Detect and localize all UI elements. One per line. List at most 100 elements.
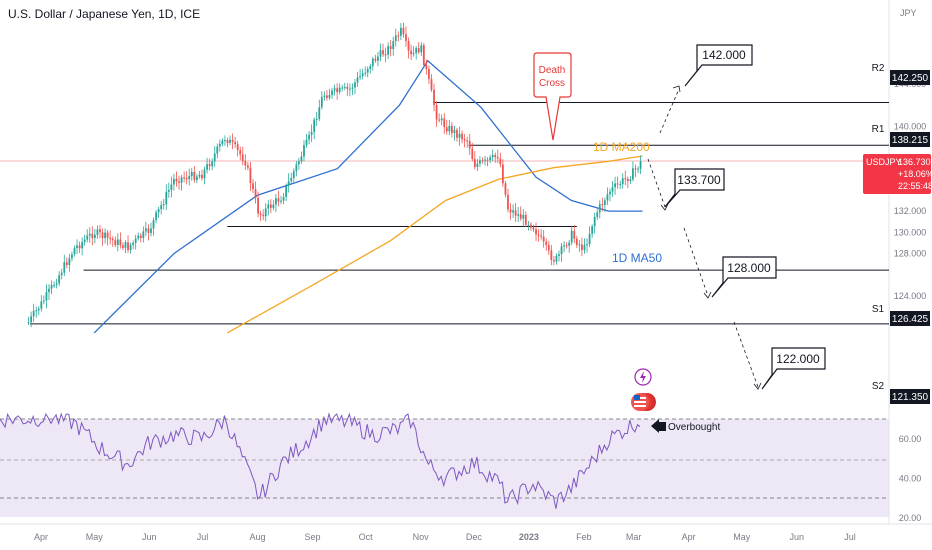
candle-body (514, 210, 517, 216)
candle-body (144, 228, 147, 232)
death-cross-line1: Death (539, 65, 566, 76)
candle-body (496, 157, 499, 159)
candle-body (489, 157, 492, 161)
candle-body (221, 140, 224, 144)
death-cross-callout: Death Cross (533, 52, 572, 141)
candle-body (195, 176, 198, 180)
candle-body (593, 216, 596, 227)
candle-body (471, 148, 474, 160)
candle-body (231, 139, 234, 143)
candle-body (188, 175, 191, 180)
candle-body (583, 244, 586, 251)
candle-body (137, 235, 140, 239)
candle-body (129, 244, 132, 250)
candle-body (463, 139, 466, 141)
candle-body (479, 160, 481, 164)
candle-body (341, 87, 344, 89)
candle-body (328, 94, 331, 98)
death-cross-bubble (533, 52, 572, 141)
candle-body (30, 316, 33, 323)
candle-body (420, 45, 423, 53)
overbought-marker: Overbought (651, 419, 720, 433)
level-tag-r1: 138.215 (890, 132, 930, 147)
ma50-line[interactable] (93, 59, 643, 334)
ma200-line[interactable] (226, 155, 643, 334)
rsi-band-fill (0, 419, 889, 517)
candle-body (275, 198, 277, 205)
level-value-s1: 126.425 (892, 314, 929, 325)
us-flag-event-icon[interactable] (631, 393, 656, 411)
candle-body (407, 40, 410, 51)
rsi-line-path[interactable] (0, 412, 641, 509)
candle-body (300, 156, 303, 162)
candle-body (435, 105, 438, 120)
candle-body (456, 129, 458, 138)
candle-body (313, 119, 316, 133)
candle-body (570, 230, 573, 243)
candle-body (374, 58, 377, 61)
candle-body (190, 171, 193, 176)
candle-body (351, 87, 354, 89)
candle-body (152, 220, 155, 229)
candle-body (530, 224, 532, 228)
candle-body (170, 184, 173, 191)
candle-body (280, 200, 282, 202)
candle-body (326, 95, 328, 98)
candle-body (609, 191, 611, 195)
candle-body (40, 301, 43, 309)
candle-body (78, 245, 81, 249)
candle-body (76, 245, 78, 249)
badge-symbol: USDJPY (866, 157, 902, 167)
candle-body (142, 231, 145, 238)
candle-body (50, 285, 53, 289)
candle-body (415, 48, 418, 54)
candle-body (384, 54, 387, 56)
candle-body (42, 300, 45, 302)
candle-body (481, 160, 484, 162)
candle-body (591, 226, 594, 234)
candle-body (428, 69, 430, 80)
earnings-lightning-icon[interactable] (634, 368, 652, 386)
candle-body (364, 72, 367, 74)
candle-body (175, 178, 178, 182)
candle-body (626, 178, 629, 182)
candle-body (537, 234, 540, 236)
candle-body (111, 238, 114, 241)
candle-body (178, 181, 180, 183)
candle-body (287, 181, 290, 186)
x-tick-label: Apr (34, 532, 48, 542)
candle-body (73, 248, 76, 255)
target-1337-callout: 133.700 (664, 168, 725, 208)
candle-body (540, 235, 543, 237)
candle-body (507, 194, 509, 210)
candle-body (81, 242, 84, 249)
x-tick-label: Oct (359, 532, 374, 542)
candle-body (308, 134, 310, 140)
candle-body (239, 150, 242, 155)
candle-body (183, 177, 186, 179)
candle-body (527, 224, 530, 226)
candle-body (310, 132, 313, 135)
candle-body (45, 292, 48, 301)
candle-body (206, 164, 208, 170)
x-tick-label: Apr (682, 532, 696, 542)
candle-body (282, 196, 285, 201)
candle-body (359, 76, 361, 78)
overbought-label: Overbought (668, 422, 720, 433)
candle-body (269, 204, 272, 208)
candle-body (550, 250, 553, 261)
candle-body (224, 140, 226, 142)
candle-body (139, 235, 142, 238)
candle-body (560, 246, 563, 255)
candle-body (88, 233, 91, 236)
candle-body (236, 144, 239, 151)
candle-body (410, 50, 412, 55)
badge-countdown: 22:55:48 (898, 181, 932, 191)
candle-body (32, 311, 35, 317)
badge-price: 136.730 (898, 157, 931, 167)
candle-body (180, 177, 183, 183)
candle-body (466, 140, 469, 142)
candle-body (476, 163, 479, 167)
candle-body (458, 133, 461, 138)
